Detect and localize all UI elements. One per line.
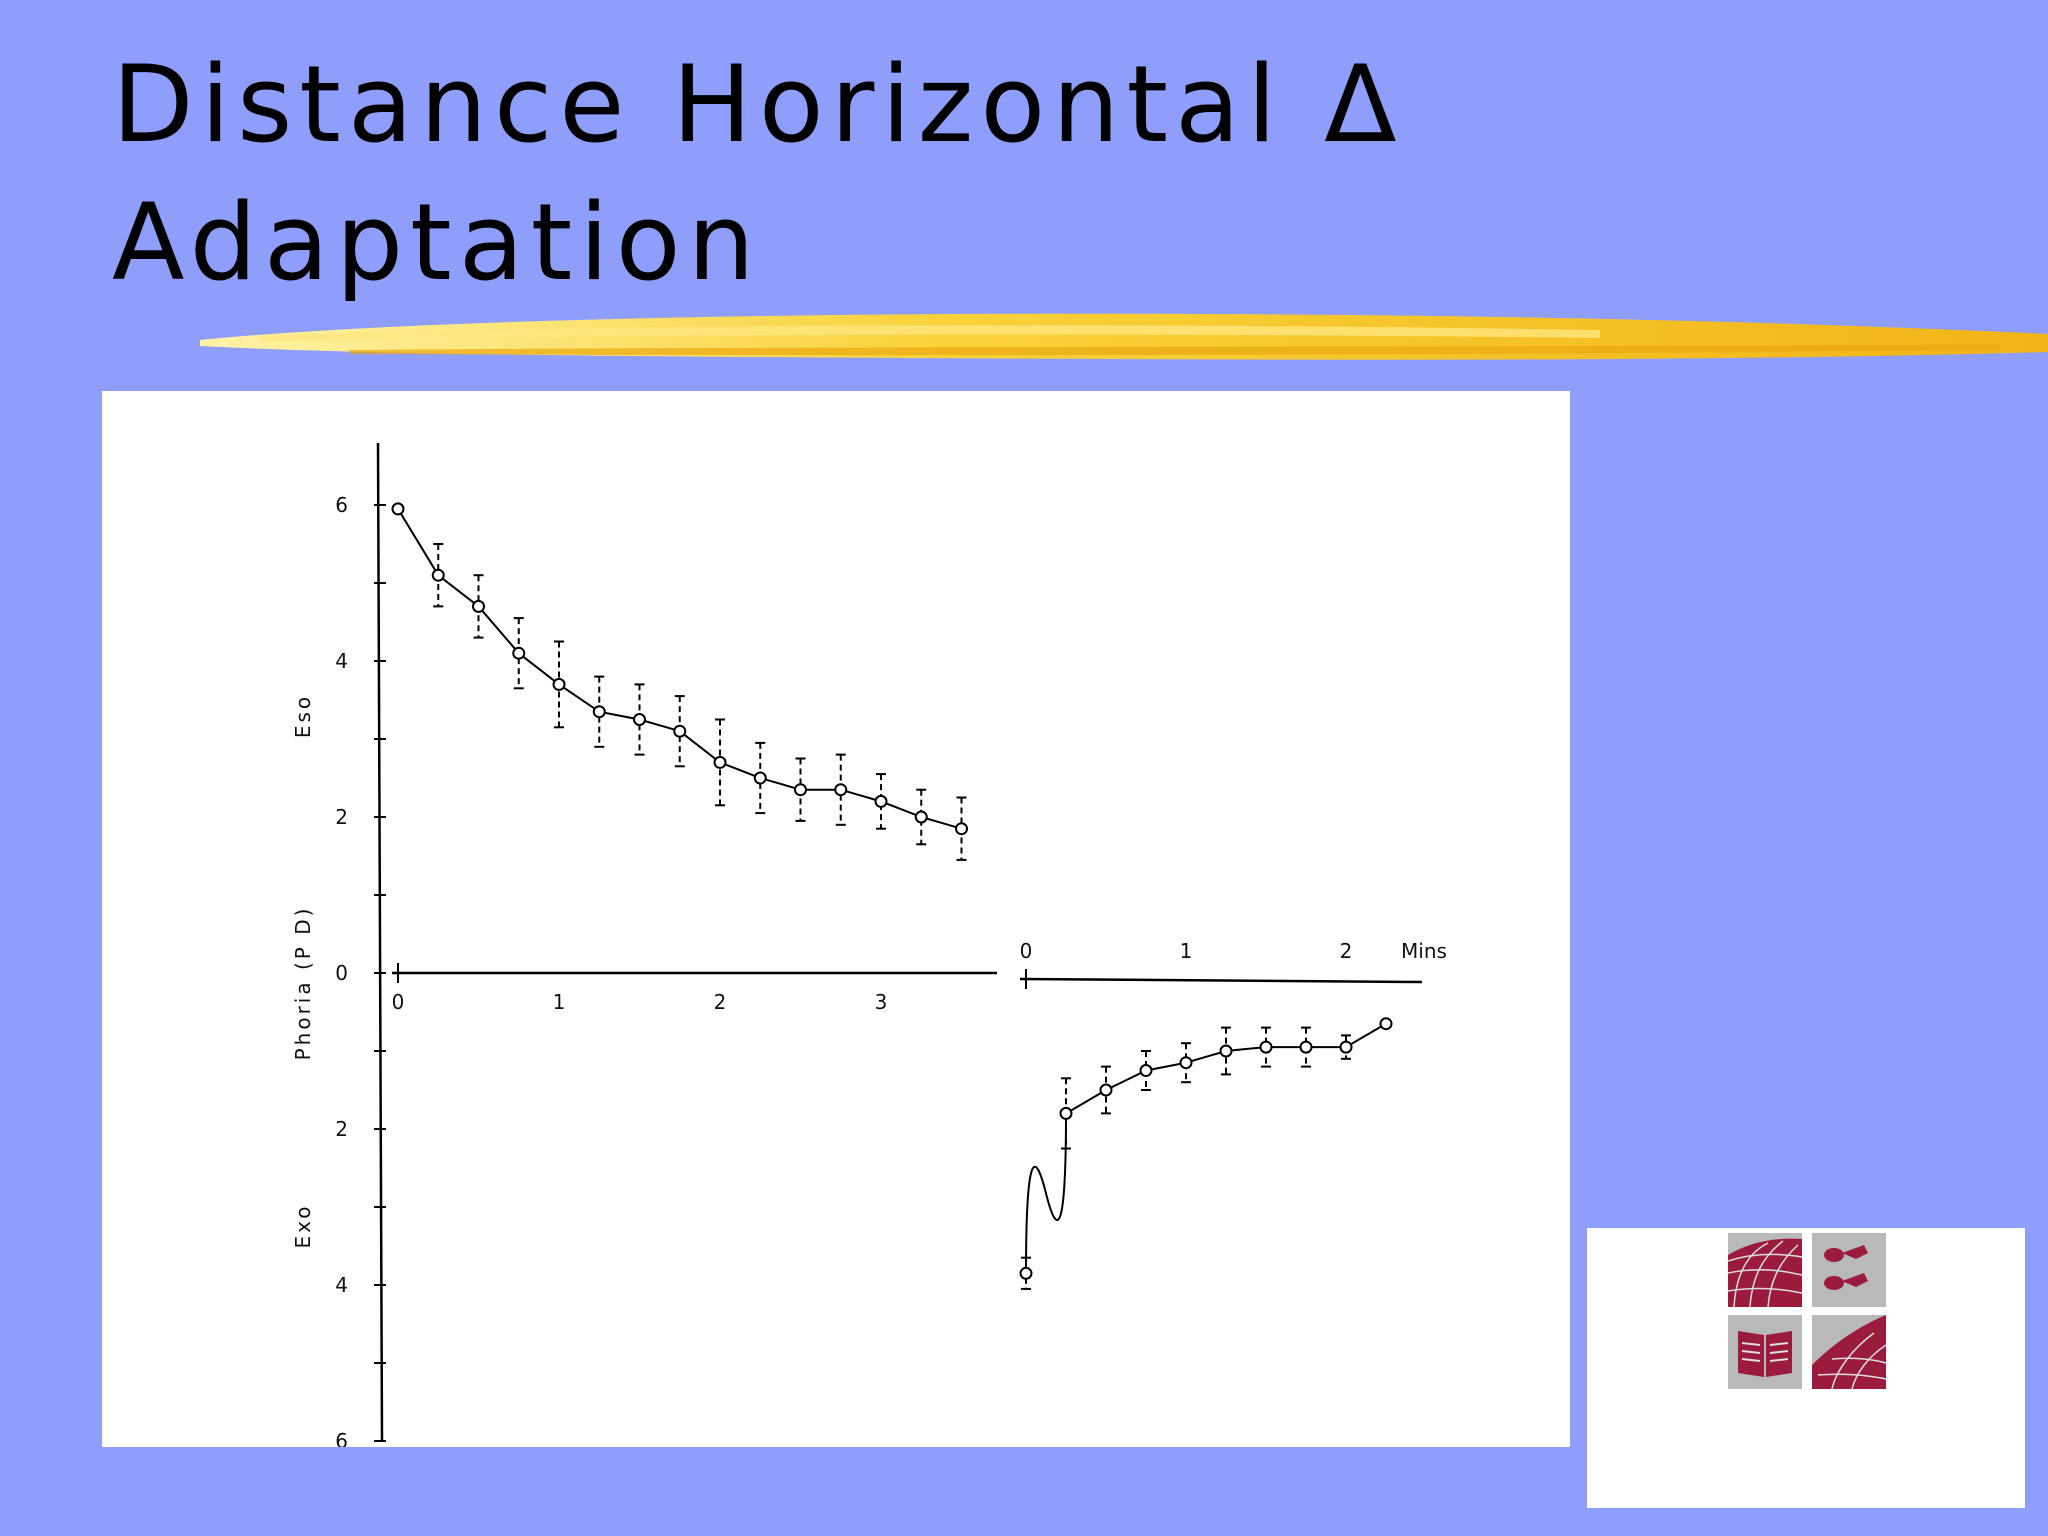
chart-labels: 6 4 2 0 2 4 6 Phoria (P D) Eso Exo 0 1 2 3 0 1 2 Mins xyxy=(291,493,1447,1447)
fit-curve xyxy=(397,508,962,830)
data-point xyxy=(1259,1040,1273,1054)
hands-tile-icon xyxy=(1812,1233,1886,1307)
x-tick-label: 0 xyxy=(392,990,405,1014)
yellow-brush-stroke xyxy=(200,313,2048,360)
chart-marks xyxy=(391,502,1393,1290)
y-axis-label: Phoria (P D) xyxy=(291,906,315,1061)
data-point xyxy=(512,646,526,660)
axes xyxy=(374,442,1423,1442)
eso-region-label: Eso xyxy=(291,694,315,738)
fit-curve xyxy=(1025,1022,1387,1274)
y-tick-label: 2 xyxy=(335,805,348,829)
data-point xyxy=(1019,1266,1033,1280)
data-point xyxy=(391,502,405,516)
data-point xyxy=(472,599,485,613)
y-axis-line xyxy=(376,442,384,1442)
data-point xyxy=(431,568,445,582)
logo-box xyxy=(1587,1228,2025,1508)
data-point xyxy=(552,677,566,691)
data-point xyxy=(1179,1056,1193,1070)
y-tick-label: 0 xyxy=(335,961,348,985)
x-tick-label: 2 xyxy=(1340,939,1353,963)
data-point xyxy=(673,724,687,738)
data-point xyxy=(1379,1017,1393,1031)
data-point xyxy=(1059,1106,1073,1120)
chart-panel xyxy=(102,391,1570,1447)
y-tick-label: 6 xyxy=(335,1429,348,1447)
data-point xyxy=(955,822,968,836)
x-axis-line xyxy=(1019,977,1423,984)
globe-tile-icon xyxy=(1727,1233,1803,1308)
exo-region-label: Exo xyxy=(291,1203,315,1248)
data-point xyxy=(914,810,928,824)
x-tick-label: 2 xyxy=(714,990,727,1014)
globe-tile-2-icon xyxy=(1812,1315,1887,1390)
x-unit-label: Mins xyxy=(1401,939,1447,963)
y-tick-label: 4 xyxy=(335,1273,348,1297)
data-point xyxy=(874,794,888,808)
y-tick-label: 2 xyxy=(335,1117,348,1141)
data-point xyxy=(713,755,727,769)
slide-title-line-2: Adaptation xyxy=(112,181,762,304)
data-point xyxy=(1299,1040,1313,1054)
x-tick-label: 0 xyxy=(1020,939,1033,963)
data-point xyxy=(1339,1040,1353,1054)
x-tick-label: 1 xyxy=(553,990,566,1014)
x-tick-label: 3 xyxy=(875,990,888,1014)
slide-title-line-1: Distance Horizontal Δ xyxy=(112,43,1404,166)
phoria-chart: 6 4 2 0 2 4 6 Phoria (P D) Eso Exo 0 1 2 3 0 1 2 Mins xyxy=(291,442,1447,1447)
data-point xyxy=(592,705,606,719)
x-tick-label: 1 xyxy=(1180,939,1193,963)
data-point xyxy=(1139,1064,1153,1077)
y-tick-label: 6 xyxy=(335,493,348,517)
data-point xyxy=(633,713,646,726)
data-point xyxy=(794,783,807,797)
y-tick-label: 4 xyxy=(335,649,348,673)
data-point xyxy=(1099,1083,1113,1097)
book-tile-icon xyxy=(1728,1315,1802,1389)
data-point xyxy=(834,783,848,797)
data-point xyxy=(753,771,767,785)
data-point xyxy=(1219,1044,1233,1058)
